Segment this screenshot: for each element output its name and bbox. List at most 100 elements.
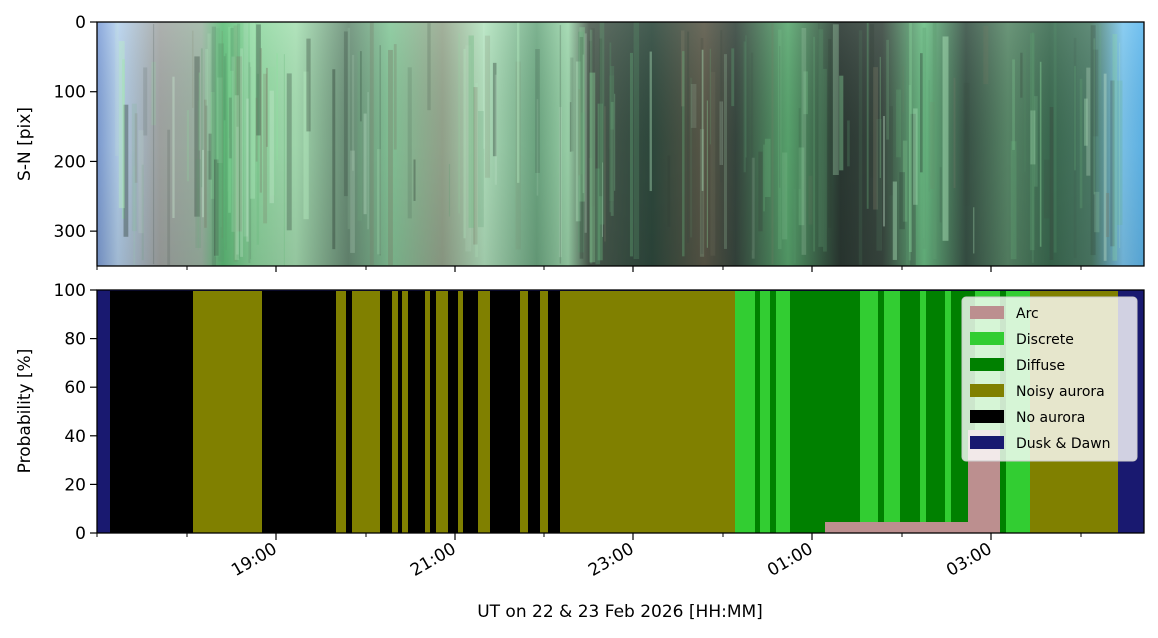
keogram-streak: [210, 91, 215, 199]
keogram-streak: [167, 129, 171, 265]
keogram-streak: [1116, 80, 1123, 225]
keogram-streak: [306, 38, 311, 132]
keogram-streak: [233, 25, 238, 262]
probability-area: [458, 291, 463, 533]
keogram-streak: [559, 25, 562, 264]
probability-y-tick-label: 0: [75, 524, 86, 544]
keogram-streak: [818, 29, 824, 247]
keogram-streak: [609, 75, 615, 202]
keogram-streak: [1039, 61, 1042, 247]
keogram-streak: [575, 61, 582, 222]
keogram-streak: [152, 24, 155, 265]
keogram-streak: [388, 49, 393, 266]
keogram-streak: [1020, 52, 1023, 98]
keogram-streak: [595, 168, 601, 265]
probability-area: [920, 291, 926, 533]
keogram-streak: [803, 71, 808, 115]
keogram-streak: [909, 22, 912, 253]
probability-y-ticks: 0 20 40 60 80 100: [54, 281, 97, 544]
probability-area: [255, 291, 262, 533]
keogram-streak: [608, 149, 612, 203]
keogram-streak: [492, 62, 497, 157]
probability-area: [402, 291, 408, 533]
keogram-streak: [828, 38, 832, 228]
keogram-streak: [902, 140, 908, 222]
keogram-streak: [922, 27, 927, 249]
keogram-streak: [578, 89, 581, 176]
keogram-streak: [255, 97, 258, 162]
legend-swatch: [970, 358, 1004, 371]
keogram-streak: [589, 29, 593, 264]
keogram-streak: [723, 54, 728, 249]
keogram-streak: [240, 48, 244, 257]
keogram-streak: [1024, 49, 1026, 172]
keogram-streak: [200, 48, 203, 188]
keogram-streak: [211, 26, 216, 266]
keogram-streak: [351, 54, 355, 171]
keogram-streak: [133, 165, 136, 266]
keogram-streak: [579, 36, 584, 259]
probability-area: [790, 291, 860, 533]
keogram-streak: [269, 90, 274, 204]
keogram-streak: [869, 24, 875, 178]
probability-y-tick-label: 20: [64, 475, 86, 495]
keogram-streak: [599, 22, 605, 225]
legend-label: Diffuse: [1016, 358, 1065, 374]
keogram-streak: [629, 52, 634, 257]
keogram-panel: 0 100 200 300 S-N [pix]: [15, 13, 1145, 272]
keogram-streak: [928, 80, 930, 192]
keogram-streak: [198, 72, 201, 151]
keogram-streak: [588, 40, 593, 159]
keogram-y-tick-label: 100: [54, 83, 86, 103]
keogram-streak: [484, 35, 491, 178]
keogram-streak: [194, 56, 200, 217]
keogram-streak: [343, 31, 348, 197]
keogram-streak: [905, 24, 908, 265]
keogram-streak: [286, 73, 292, 231]
keogram-streak: [517, 22, 520, 183]
keogram-streak: [468, 35, 474, 228]
keogram-streak: [332, 69, 336, 250]
keogram-streak: [228, 97, 232, 159]
keogram-streak: [269, 66, 276, 196]
keogram-streak: [578, 31, 584, 253]
probability-area: [755, 291, 760, 533]
keogram-streak: [463, 48, 466, 239]
keogram-streak: [228, 26, 231, 213]
keogram-streak: [613, 93, 616, 191]
keogram-streak: [908, 84, 912, 261]
keogram-streak: [743, 41, 746, 173]
legend-swatch: [970, 332, 1004, 345]
keogram-streak: [701, 49, 704, 191]
keogram-streak: [892, 181, 897, 260]
keogram-streak: [115, 22, 119, 156]
keogram-streak: [515, 61, 521, 250]
keogram-streak: [1103, 73, 1107, 261]
keogram-streak: [236, 23, 241, 259]
keogram-streak: [195, 159, 202, 249]
keogram-streak: [589, 72, 596, 263]
keogram-streak: [477, 111, 484, 228]
keogram-streak: [1049, 107, 1054, 260]
probability-area: [825, 522, 975, 533]
keogram-streak: [922, 173, 925, 239]
keogram-y-label: S-N [pix]: [15, 107, 35, 181]
legend-swatch: [970, 306, 1004, 319]
keogram-streak: [580, 112, 586, 175]
keogram-streak: [1112, 34, 1118, 261]
keogram-streak: [283, 54, 285, 266]
legend-swatch: [970, 410, 1004, 423]
keogram-streak: [1086, 67, 1091, 176]
keogram-streak: [942, 36, 949, 241]
keogram-streak: [1097, 24, 1099, 233]
keogram-streak: [1090, 25, 1096, 256]
keogram-streak: [1094, 191, 1100, 233]
keogram-streak: [649, 51, 652, 192]
keogram-streak: [357, 51, 363, 221]
keogram-streak: [236, 126, 239, 255]
keogram-streak: [123, 104, 129, 237]
keogram-y-tick-label: 0: [75, 13, 86, 33]
legend-swatch: [970, 384, 1004, 397]
probability-x-ticks: 19:00 21:00 23:00 01:00 03:00: [96, 533, 1082, 581]
keogram-streak: [781, 152, 788, 240]
